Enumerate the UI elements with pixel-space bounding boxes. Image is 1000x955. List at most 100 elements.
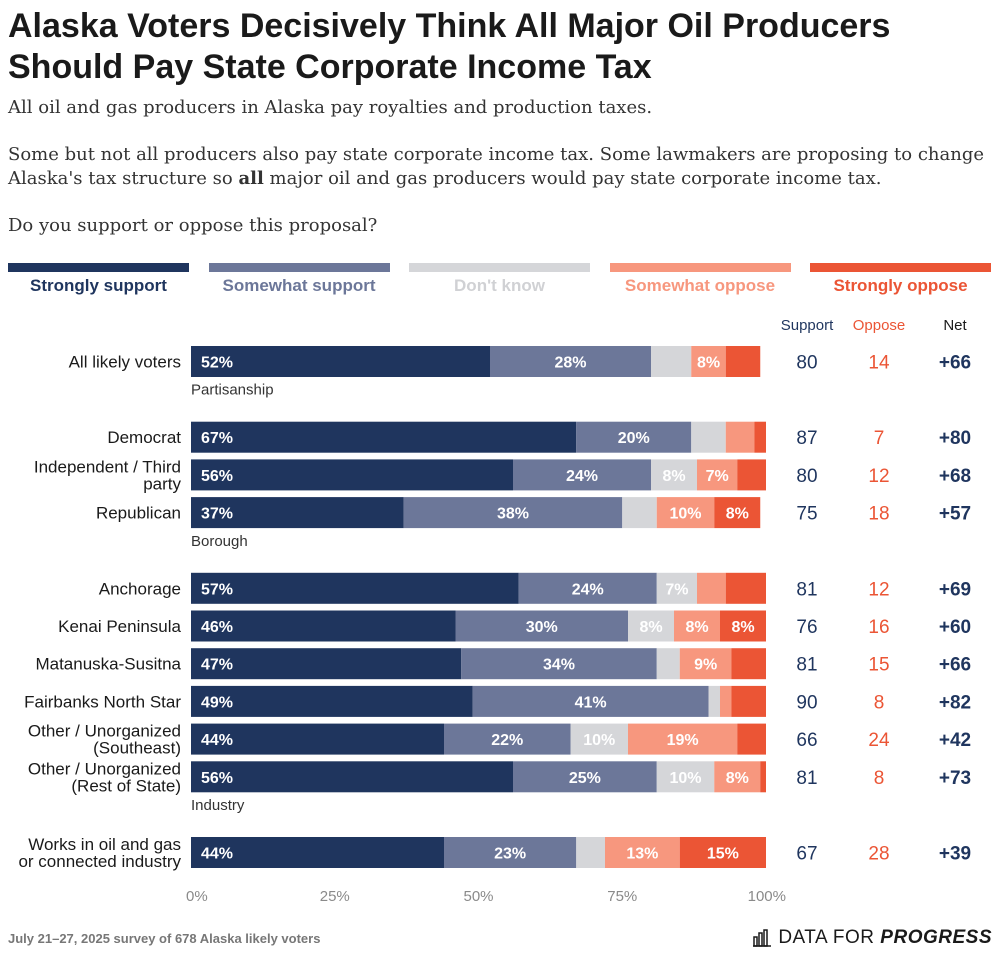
legend-label: Somewhat oppose — [624, 276, 776, 295]
support-value: 76 — [796, 617, 817, 638]
bar-segment — [191, 723, 444, 755]
row-label: Kenai Peninsula — [58, 617, 181, 636]
legend-label: Strongly support — [30, 276, 167, 295]
net-value: +69 — [939, 579, 971, 600]
bar-data-label: 22% — [491, 732, 523, 749]
bar-data-label: 56% — [201, 770, 233, 787]
row-label: Other / Unorganized — [28, 759, 181, 778]
bar-data-label: 24% — [566, 468, 598, 485]
bar-segment — [191, 497, 404, 529]
bar-segment — [651, 459, 697, 491]
bar-segment — [754, 421, 766, 453]
bar-segment — [760, 761, 766, 793]
bar-segment — [576, 421, 692, 453]
support-value: 66 — [796, 730, 817, 751]
net-value: +66 — [939, 353, 971, 374]
bar-data-label: 8% — [731, 619, 754, 636]
legend-item-somewhat-support: Somewhat support — [208, 263, 390, 303]
net-value: +57 — [939, 504, 971, 525]
x-tick-label: 0% — [186, 888, 208, 905]
bar-segment — [679, 648, 732, 680]
bar-segment — [674, 610, 720, 642]
bar-segment — [656, 761, 715, 793]
bar-segment — [403, 497, 623, 529]
bar-data-label: 20% — [618, 430, 650, 447]
group-label: Borough — [191, 533, 248, 550]
bar-segment — [697, 459, 738, 491]
bar-segment — [697, 572, 726, 604]
oppose-value: 16 — [868, 617, 889, 638]
bar-segment — [191, 761, 513, 793]
support-value: 80 — [796, 353, 817, 374]
column-header-net: Net — [943, 317, 967, 334]
logo-wordmark-a: DATA FOR — [778, 927, 881, 948]
bar-segment — [455, 610, 628, 642]
bar-data-label: 47% — [201, 657, 233, 674]
bar-data-label: 49% — [201, 694, 233, 711]
bar-data-label: 7% — [665, 581, 688, 598]
support-value: 90 — [796, 692, 817, 713]
bar-segment — [691, 421, 726, 453]
bar-data-label: 24% — [572, 581, 604, 598]
oppose-value: 24 — [868, 730, 890, 751]
bar-segment — [472, 685, 709, 717]
bar-segment — [725, 572, 766, 604]
row-label: Democrat — [107, 428, 181, 447]
logo-wordmark-b: PROGRESS — [880, 927, 992, 948]
subtitle-proposal-part-b: major oil and gas producers would pay st… — [263, 168, 882, 189]
bar-data-label: 10% — [669, 770, 701, 787]
legend: Strongly support Somewhat support Don't kn… — [0, 263, 1000, 303]
row-label: Independent / Third — [34, 457, 181, 476]
chart-title: Alaska Voters Decisively Think All Major… — [8, 7, 891, 86]
bar-segment — [628, 723, 738, 755]
bar-segment — [461, 648, 657, 680]
bar-segment — [191, 610, 456, 642]
subtitle-proposal-part-a: Some but not all producers also pay stat… — [8, 144, 984, 189]
bar-chart-icon — [753, 929, 772, 947]
legend-item-strongly-oppose: Strongly oppose — [810, 263, 991, 303]
x-tick-label: 25% — [320, 888, 350, 905]
bar-data-label: 9% — [694, 657, 717, 674]
row-label: Fairbanks North Star — [24, 692, 181, 711]
column-header-oppose: Oppose — [853, 317, 906, 334]
legend-item-don-t-know: Don't know — [409, 263, 590, 303]
bar-segment — [737, 459, 766, 491]
bar-data-label: 67% — [201, 430, 233, 447]
oppose-value: 18 — [868, 504, 889, 525]
group-label: Partisanship — [191, 382, 274, 399]
subtitle-intro: All oil and gas producers in Alaska pay … — [8, 97, 653, 118]
net-value: +80 — [939, 428, 971, 449]
bar-data-label: 10% — [669, 506, 701, 523]
bar-segment — [191, 459, 513, 491]
support-value: 67 — [796, 844, 817, 865]
bar-segment — [490, 346, 651, 377]
subtitle-proposal: Some but not all producers also pay stat… — [8, 143, 993, 191]
row-label: Other / Unorganized — [28, 722, 181, 741]
bar-segment — [691, 346, 726, 377]
oppose-value: 12 — [868, 466, 889, 487]
bar-segment — [656, 572, 697, 604]
bar-segment — [725, 346, 761, 377]
bar-segment — [731, 685, 766, 717]
bar-segment — [656, 497, 715, 529]
bar-segment — [714, 761, 761, 793]
row-label: All likely voters — [69, 353, 181, 372]
bar-segment — [191, 648, 462, 680]
oppose-value: 8 — [874, 692, 885, 713]
bar-segment — [191, 346, 490, 377]
bar-data-label: 28% — [554, 355, 586, 372]
bar-data-label: 8% — [662, 468, 685, 485]
row-label: Republican — [96, 504, 181, 523]
legend-swatch — [208, 263, 390, 272]
bar-data-label: 15% — [707, 846, 739, 863]
net-value: +42 — [939, 730, 971, 751]
subtitle-proposal-emphasis: all — [238, 168, 264, 189]
bar-data-label: 19% — [667, 732, 699, 749]
oppose-value: 28 — [868, 844, 889, 865]
bar-segment — [725, 421, 755, 453]
net-value: +73 — [939, 768, 971, 789]
bar-data-label: 8% — [685, 619, 708, 636]
legend-item-strongly-support: Strongly support — [8, 263, 189, 303]
x-tick-label: 100% — [748, 888, 786, 905]
legend-swatch — [8, 263, 189, 272]
